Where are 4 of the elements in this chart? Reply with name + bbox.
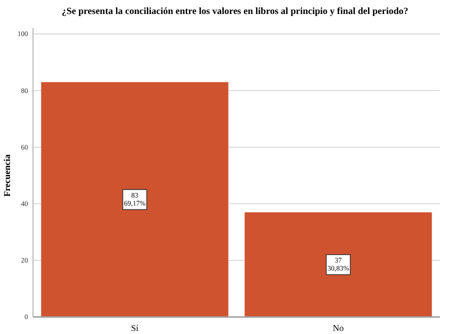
y-axis-title: Frecuencia: [2, 154, 12, 197]
chart-title: ¿Se presenta la conciliación entre los valores en libros al principio y final del periodo?: [62, 7, 409, 17]
x-tick-label: Sí: [130, 323, 139, 333]
x-tick-label: No: [332, 323, 344, 333]
